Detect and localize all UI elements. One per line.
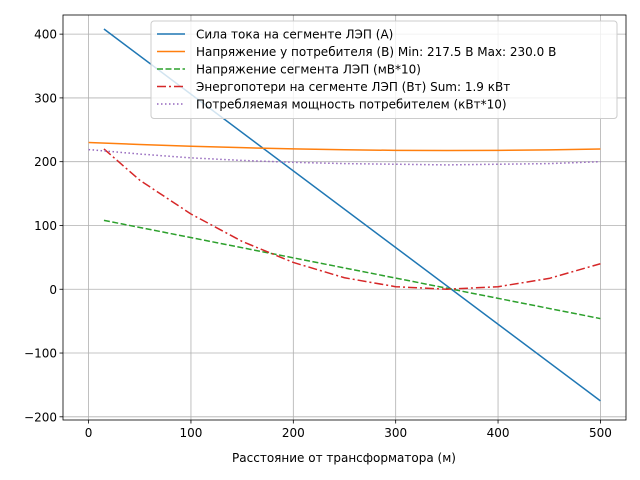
legend-entry-label: Сила тока на сегменте ЛЭП (А) — [196, 28, 393, 42]
plot-frame — [62, 14, 627, 421]
legend: Сила тока на сегменте ЛЭП (А) Напряжение … — [150, 20, 618, 119]
y-tick-label: 200 — [34, 155, 57, 169]
x-tick-label: 200 — [282, 426, 305, 440]
legend-entry-label: Энергопотери на сегменте ЛЭП (Вт) Sum: 1… — [196, 80, 510, 94]
legend-entry-label: Напряжение сегмента ЛЭП (мВ*10) — [196, 63, 421, 77]
series-line-2 — [88, 141, 601, 152]
y-tick-label: 300 — [34, 91, 57, 105]
legend-entry-label: Потребляемая мощность потребителем (кВт*… — [196, 98, 507, 112]
series-line-4 — [103, 148, 601, 290]
x-tick-label: 100 — [180, 426, 203, 440]
x-tick-label: 500 — [589, 426, 612, 440]
y-tick-label: 400 — [34, 28, 57, 42]
x-axis: 0 100 200 300 400 500 — [85, 420, 612, 440]
y-axis: −200 −100 0 100 200 300 400 — [24, 28, 63, 424]
y-tick-label: −100 — [24, 347, 57, 361]
series-line-5 — [88, 148, 601, 166]
x-tick-label: 0 — [85, 426, 93, 440]
legend-entry-label: Напряжение у потребителя (В) Min: 217.5 … — [196, 45, 556, 59]
x-axis-label: Расстояние от трансформатора (м) — [232, 451, 456, 465]
y-tick-label: 0 — [49, 283, 57, 297]
y-tick-label: 100 — [34, 219, 57, 233]
x-tick-label: 300 — [384, 426, 407, 440]
y-tick-label: −200 — [24, 410, 57, 424]
x-tick-label: 400 — [487, 426, 510, 440]
series-line-3 — [103, 219, 601, 320]
legend-box — [150, 20, 618, 119]
